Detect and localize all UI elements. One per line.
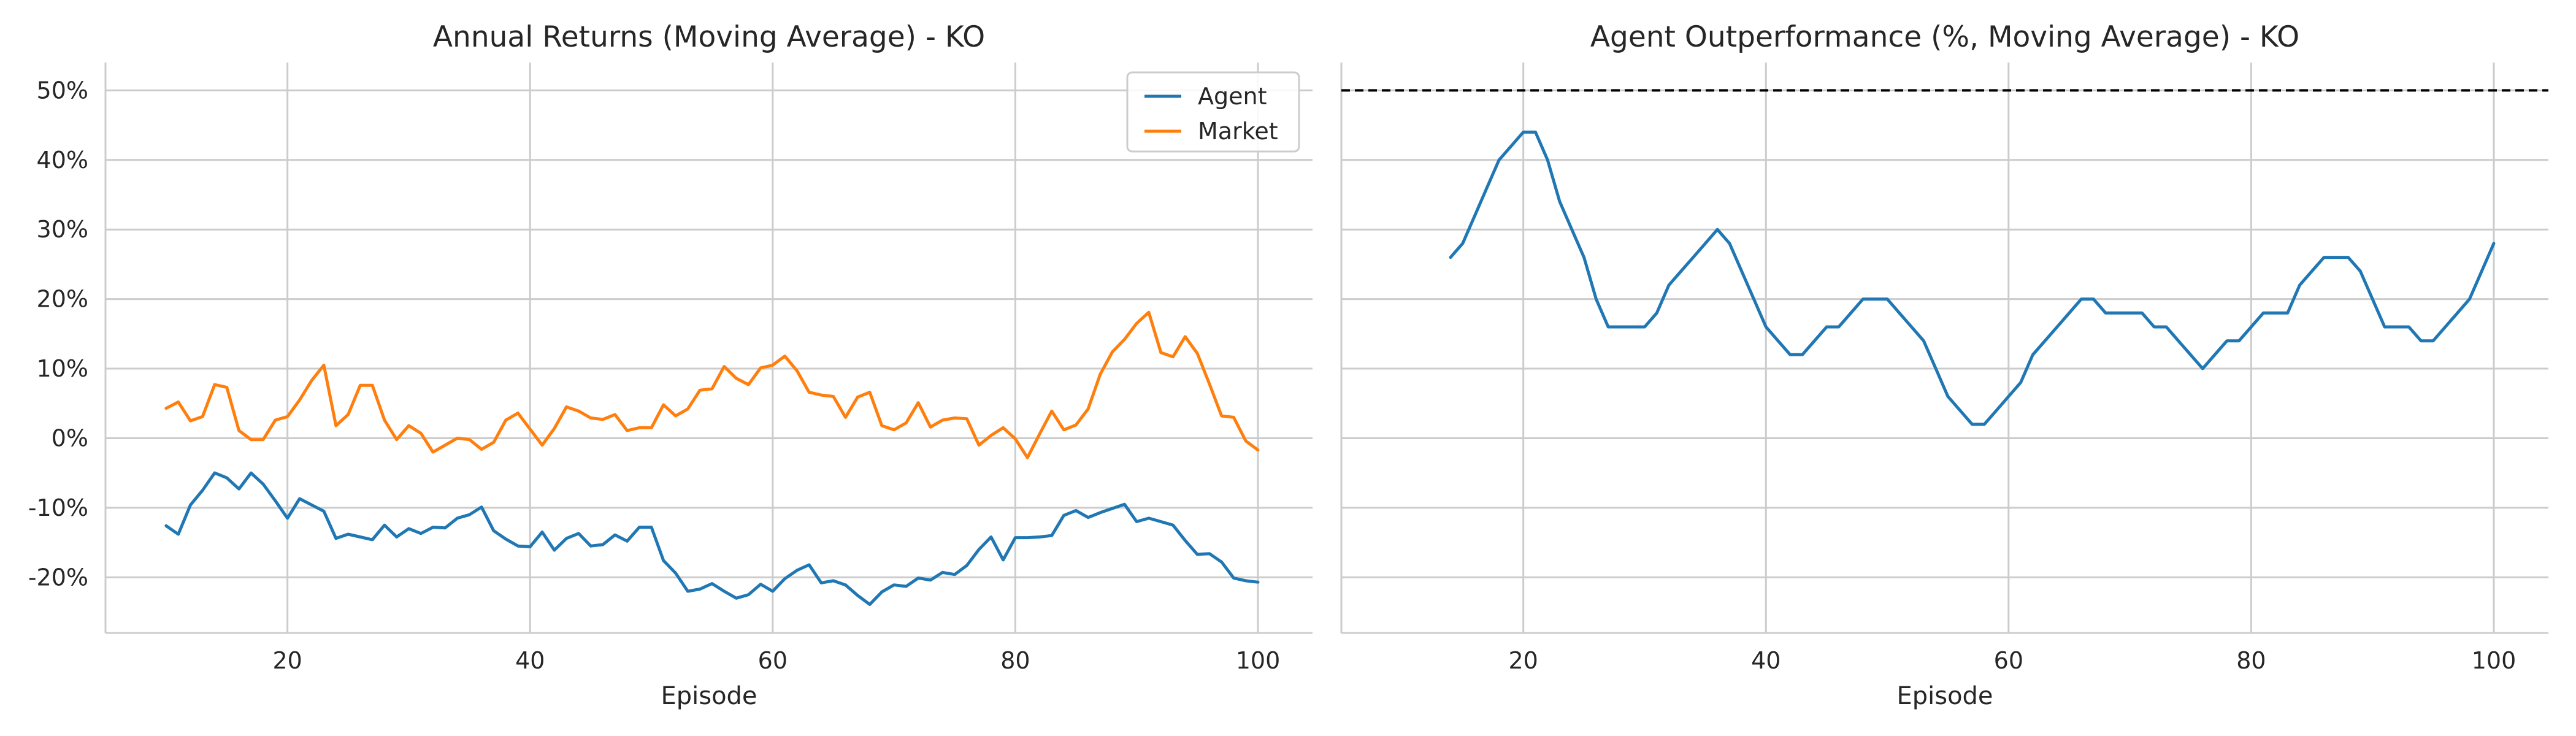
x-tick-label: 60 [758,647,788,674]
x-tick-label: 40 [515,647,545,674]
x-tick-label: 100 [2472,647,2517,674]
y-tick-label: 30% [37,216,88,243]
legend: Agent Market [1126,71,1300,153]
y-tick-label: 0% [52,424,88,451]
y-tick-label: 20% [37,286,88,313]
series-line-agent [164,471,1260,606]
legend-label-agent: Agent [1198,83,1267,110]
outperformance-chart: 20 40 60 80 100 Agent Outperformance (%, Movi… [1340,20,2548,710]
x-tick-label: 80 [1000,647,1030,674]
x-tick-label: 80 [2236,647,2266,674]
y-tick-label: -20% [28,564,88,591]
chart-title: Agent Outperformance (%, Moving Average)… [1590,20,2299,54]
series-line [1449,130,2496,426]
x-axis-label: Episode [661,682,757,710]
chart-title: Annual Returns (Moving Average) - KO [433,20,985,54]
x-tick-label: 100 [1236,647,1281,674]
returns-chart: -20% -10% 0% 10% 20% 30% 40% 50% 20 40 60 80 100 Annu… [28,20,1313,710]
y-tick-label: 10% [37,355,88,382]
x-tick-label: 20 [273,647,302,674]
y-tick-label: -10% [28,494,88,521]
series-line-market [164,310,1260,459]
x-tick-label: 60 [1994,647,2023,674]
x-tick-label: 40 [1751,647,1781,674]
y-tick-label: 40% [37,147,88,174]
y-tick-label: 50% [37,77,88,104]
legend-label-market: Market [1198,118,1278,145]
x-tick-label: 20 [1509,647,1538,674]
x-axis-label: Episode [1896,682,1993,710]
